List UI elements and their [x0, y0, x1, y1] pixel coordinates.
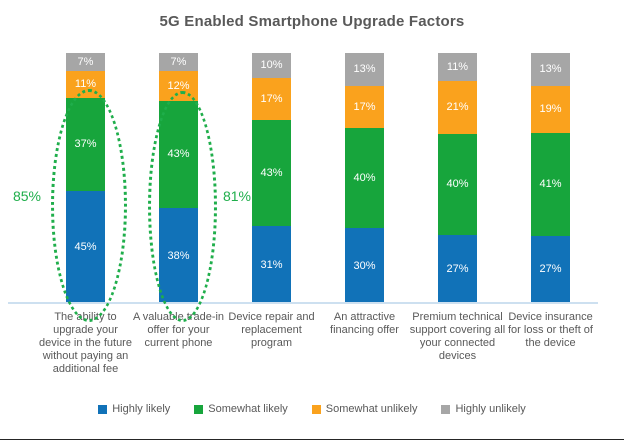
segment-value-label: 12%	[167, 79, 190, 92]
bar-segment-gray: 11%	[438, 53, 477, 81]
legend-label: Somewhat likely	[208, 403, 288, 415]
legend-label: Somewhat unlikely	[325, 403, 418, 415]
segment-value-label: 27%	[539, 263, 562, 276]
category-label: The ability to upgrade your device in th…	[39, 311, 132, 375]
legend-item-highly-unlikely: Highly unlikely	[441, 403, 526, 415]
bar-segment-blue: 31%	[252, 226, 291, 303]
bar-segment-orange: 17%	[345, 85, 384, 128]
legend-swatch-orange-icon	[311, 404, 321, 414]
segment-value-label: 11%	[74, 78, 97, 91]
bar-segment-gray: 7%	[159, 53, 198, 71]
legend-item-highly-likely: Highly likely	[98, 403, 170, 415]
segment-value-label: 21%	[446, 101, 469, 114]
bar-segment-green: 43%	[252, 119, 291, 227]
legend-item-somewhat-unlikely: Somewhat unlikely	[311, 403, 418, 415]
segment-value-label: 19%	[539, 103, 562, 116]
bar-segment-orange: 21%	[438, 80, 477, 134]
chart-title: 5G Enabled Smartphone Upgrade Factors	[159, 13, 465, 30]
bar-segment-gray: 10%	[252, 53, 291, 78]
bar-segment-blue: 27%	[531, 235, 570, 303]
bar-segment-gray: 13%	[345, 53, 384, 86]
bar-segment-orange: 19%	[531, 85, 570, 133]
segment-value-label: 30%	[353, 259, 376, 272]
segment-value-label: 40%	[446, 178, 469, 191]
segment-value-label: 10%	[260, 59, 283, 72]
category-label: Device insurance for loss or theft of th…	[508, 311, 593, 349]
legend-swatch-gray-icon	[441, 404, 451, 414]
category-label: Device repair and replacement program	[228, 311, 315, 349]
legend-item-somewhat-likely: Somewhat likely	[194, 403, 288, 415]
legend: Highly likely Somewhat likely Somewhat u…	[0, 403, 624, 415]
bar-segment-blue: 30%	[345, 228, 384, 303]
stacked-bar: 13% 19% 41% 27%	[531, 53, 570, 303]
segment-value-label: 17%	[353, 100, 376, 113]
annotation-85-percent: 85%	[12, 188, 42, 204]
bar-segment-orange: 17%	[252, 77, 291, 120]
segment-value-label: 11%	[446, 60, 469, 73]
segment-value-label: 31%	[260, 258, 283, 271]
stacked-bar: 13% 17% 40% 30%	[345, 53, 384, 303]
bar-segment-gray: 13%	[531, 53, 570, 86]
stacked-bar: 10% 17% 43% 31%	[252, 53, 291, 303]
segment-value-label: 13%	[539, 63, 562, 76]
highlight-ellipse-2	[148, 91, 217, 322]
segment-value-label: 13%	[353, 63, 376, 76]
category-label: Premium technical support covering all y…	[409, 311, 506, 362]
bar-segment-green: 41%	[531, 133, 570, 236]
legend-label: Highly unlikely	[455, 403, 526, 415]
legend-label: Highly likely	[112, 403, 171, 415]
highlight-ellipse-1	[51, 89, 127, 322]
segment-value-label: 27%	[446, 262, 469, 275]
segment-value-label: 41%	[539, 178, 562, 191]
legend-swatch-green-icon	[194, 404, 204, 414]
category-label: An attractive financing offer	[330, 311, 399, 336]
stacked-bar: 11% 21% 40% 27%	[438, 53, 477, 303]
segment-value-label: 7%	[77, 55, 94, 68]
segment-value-label: 7%	[170, 55, 187, 68]
segment-value-label: 40%	[353, 172, 376, 184]
bar-segment-green: 40%	[438, 133, 477, 235]
annotation-81-percent: 81%	[222, 188, 252, 204]
legend-swatch-blue-icon	[98, 404, 108, 414]
bar-segment-blue: 27%	[438, 234, 477, 303]
bar-segment-green: 40%	[345, 128, 384, 228]
bar-segment-gray: 7%	[66, 53, 105, 71]
x-axis-line	[8, 302, 598, 304]
segment-value-label: 43%	[260, 167, 283, 180]
segment-value-label: 17%	[260, 92, 283, 105]
